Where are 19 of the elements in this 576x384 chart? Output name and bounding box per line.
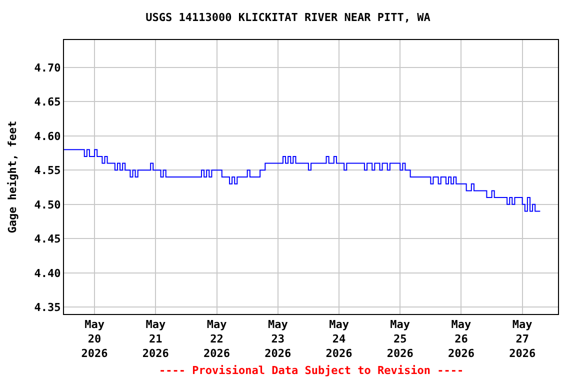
x-tick-label: May 20 2026 bbox=[81, 318, 108, 360]
y-tick-label: 4.35 bbox=[34, 301, 61, 314]
y-tick-label: 4.70 bbox=[34, 61, 61, 74]
chart-title: USGS 14113000 KLICKITAT RIVER NEAR PITT, WA bbox=[146, 11, 431, 24]
y-tick-label: 4.45 bbox=[34, 232, 61, 246]
x-tick-label: May 23 2026 bbox=[264, 318, 292, 360]
x-tick-label: May 27 2026 bbox=[509, 318, 536, 360]
x-tick-label: May 25 2026 bbox=[386, 318, 414, 360]
x-tick-label: May 26 2026 bbox=[448, 318, 475, 360]
y-tick-label: 4.55 bbox=[34, 164, 61, 177]
y-tick-label: 4.60 bbox=[34, 130, 61, 143]
text: ---- Provisional Data Subject to Revision ---- bbox=[159, 364, 464, 377]
x-tick-label: May 24 2026 bbox=[326, 318, 353, 360]
y-axis-title: Gage height, feet bbox=[6, 120, 19, 234]
y-tick-label: 4.40 bbox=[34, 266, 61, 280]
x-tick-label: May 22 2026 bbox=[204, 318, 230, 360]
x-tick-label: May 21 2026 bbox=[142, 318, 170, 360]
y-tick-label: 4.50 bbox=[34, 198, 61, 212]
y-tick-label: 4.65 bbox=[34, 96, 61, 108]
